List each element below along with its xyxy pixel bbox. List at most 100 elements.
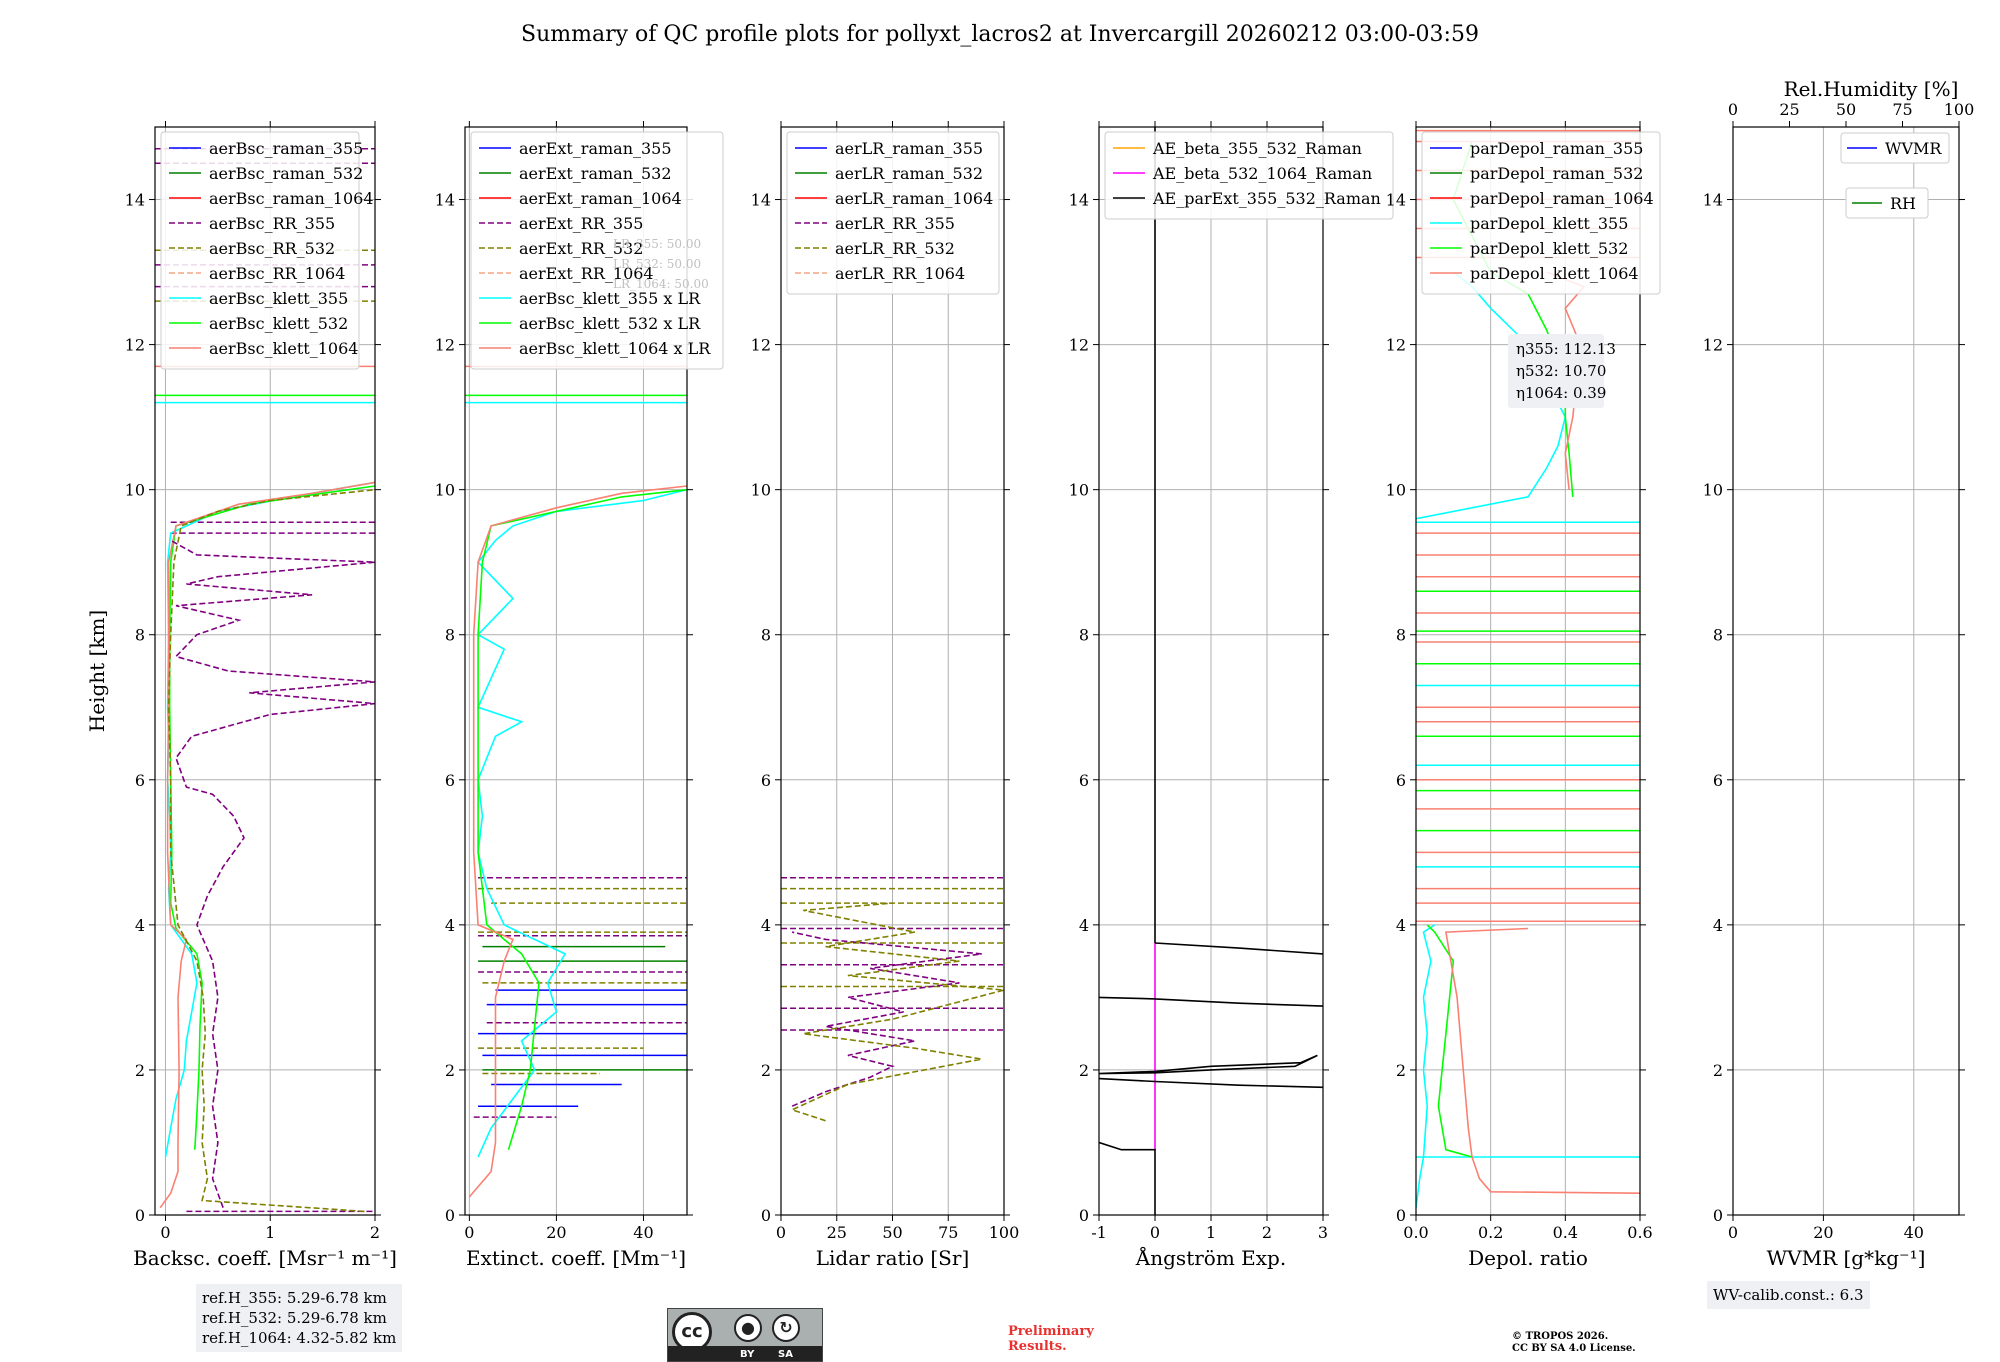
top-tick-label-wv: 0 xyxy=(1728,100,1738,119)
y-tick-label-wv: 0 xyxy=(1713,1206,1723,1225)
axes-frame-ext xyxy=(464,126,688,1216)
y-tick-label-bsc: 6 xyxy=(135,771,145,790)
y-tick-label-wv: 14 xyxy=(1703,191,1723,210)
legend-label-aerBsc_klett_1064 x LR: aerBsc_klett_1064 x LR xyxy=(519,339,711,358)
x-tick-label-lr: 75 xyxy=(938,1223,958,1242)
y-tick-label-wv: 10 xyxy=(1703,481,1723,500)
axes-frame-depol xyxy=(1415,126,1641,1216)
ref-height-1064: ref.H_1064: 4.32-5.82 km xyxy=(202,1329,397,1347)
legend-label-aerBsc_raman_1064: aerBsc_raman_1064 xyxy=(209,189,374,208)
axes-frame-wv xyxy=(1732,126,1960,1216)
y-tick-label-lr: 10 xyxy=(751,481,771,500)
series-aerBsc_klett_1064 x LR xyxy=(468,485,687,1198)
data-ext xyxy=(465,365,687,1198)
series-aerLR_RR_355 xyxy=(791,931,982,1107)
legend-label-aerLR_RR_532: aerLR_RR_532 xyxy=(835,239,955,258)
preliminary-note: Preliminary Results. xyxy=(1008,1324,1094,1354)
legend-box-bsc xyxy=(160,131,360,370)
ref-heights-box: ref.H_355: 5.29-6.78 km ref.H_532: 5.29-… xyxy=(196,1284,403,1352)
legend-label-parDepol_raman_355: parDepol_raman_355 xyxy=(1470,139,1643,158)
series-aerBsc_klett_532 x LR xyxy=(477,488,687,1150)
x-tick-label-ang: 1 xyxy=(1206,1223,1216,1242)
legend-label-AE_beta_355_532_Raman: AE_beta_355_532_Raman xyxy=(1152,139,1362,158)
legend-label-parDepol_klett_355: parDepol_klett_355 xyxy=(1470,214,1628,233)
legend-box-depol xyxy=(1421,131,1661,295)
x-tick-label-ext: 0 xyxy=(464,1223,474,1242)
x-tick-label-lr: 25 xyxy=(827,1223,847,1242)
x-tick-label-ext: 40 xyxy=(633,1223,653,1242)
x-tick-label-lr: 50 xyxy=(882,1223,902,1242)
legend-label-aerLR_RR_1064: aerLR_RR_1064 xyxy=(835,264,965,283)
y-tick-label-ang: 2 xyxy=(1079,1061,1089,1080)
lr-note-1: LR_532: 50.00 xyxy=(613,257,701,271)
legend-label-aerLR_RR_355: aerLR_RR_355 xyxy=(835,214,955,233)
series-parDepol_klett_1064 xyxy=(1444,927,1640,1194)
x-tick-label-ang: 3 xyxy=(1318,1223,1328,1242)
x-tick-label-wv: 40 xyxy=(1904,1223,1924,1242)
series-parDepol_klett_355 xyxy=(1416,924,1436,1208)
data-ang xyxy=(1099,127,1323,1215)
panel-ext: 0 20 40 0 2 4 6 8 10 12 14 Extinct. coeff. [Mm⁻¹] ae… xyxy=(435,121,724,1270)
y-tick-label-lr: 0 xyxy=(761,1206,771,1225)
x-tick-label-depol: 0.4 xyxy=(1553,1223,1578,1242)
y-tick-label-lr: 2 xyxy=(761,1061,771,1080)
cc-by-label: BY xyxy=(740,1349,755,1360)
y-tick-label-ang: 8 xyxy=(1079,626,1089,645)
legend-label-aerBsc_raman_355: aerBsc_raman_355 xyxy=(209,139,363,158)
y-tick-label-ext: 4 xyxy=(445,916,455,935)
x-axis-label-bsc: Backsc. coeff. [Msr⁻¹ m⁻¹] xyxy=(133,1246,397,1270)
legend-box-wv xyxy=(1840,132,1950,164)
top-tick-label-wv: 100 xyxy=(1944,100,1975,119)
y-tick-label-ang: 14 xyxy=(1069,191,1089,210)
y-tick-label-ext: 12 xyxy=(435,336,455,355)
y-axis-label: Height [km] xyxy=(85,610,109,732)
eta-line-0: η355: 112.13 xyxy=(1516,340,1616,358)
x-tick-label-wv: 0 xyxy=(1728,1223,1738,1242)
legend-label-AE_beta_532_1064_Raman: AE_beta_532_1064_Raman xyxy=(1152,164,1372,183)
legend-label-aerBsc_raman_532: aerBsc_raman_532 xyxy=(209,164,363,183)
preliminary-line-1: Preliminary xyxy=(1008,1324,1094,1339)
legend-label-aerBsc_klett_1064: aerBsc_klett_1064 xyxy=(209,339,358,358)
figure-title: Summary of QC profile plots for pollyxt_… xyxy=(521,22,1479,47)
legend-label-aerExt_raman_532: aerExt_raman_532 xyxy=(519,164,672,183)
series-AE_parExt_355_532_Raman xyxy=(1099,1077,1323,1089)
y-tick-label-depol: 8 xyxy=(1396,626,1406,645)
legend-label-aerLR_raman_1064: aerLR_raman_1064 xyxy=(835,189,993,208)
panel-depol: 0.0 0.2 0.4 0.6 0 2 4 6 8 10 12 14 Depol. ratio parDe… xyxy=(1386,121,1661,1270)
y-tick-label-lr: 4 xyxy=(761,916,771,935)
legend-label-aerExt_RR_532: aerExt_RR_532 xyxy=(519,239,643,258)
x-tick-label-depol: 0.6 xyxy=(1627,1223,1652,1242)
y-tick-label-ext: 2 xyxy=(445,1061,455,1080)
cc-sa-label: SA xyxy=(778,1349,793,1360)
x-axis-label-wv: WVMR [g*kg⁻¹] xyxy=(1767,1246,1926,1270)
data-lr xyxy=(781,876,1004,1122)
series-parDepol_klett_532 xyxy=(1426,924,1473,1158)
copyright-line-2: CC BY SA 4.0 License. xyxy=(1512,1343,1636,1354)
legend-label-aerExt_RR_355: aerExt_RR_355 xyxy=(519,214,643,233)
x-tick-label-bsc: 2 xyxy=(370,1223,380,1242)
legend-label-aerLR_raman_532: aerLR_raman_532 xyxy=(835,164,983,183)
axes-frame-bsc xyxy=(154,126,376,1216)
series-aerBsc_RR_355 xyxy=(170,539,375,1208)
panel-lr: 0 25 50 75 100 0 2 4 6 8 10 12 14 Lidar ratio [Sr] aer… xyxy=(751,121,1019,1270)
y-tick-label-bsc: 10 xyxy=(125,481,145,500)
legend-label-aerBsc_klett_532: aerBsc_klett_532 xyxy=(209,314,348,333)
series-AE_parExt_355_532_Raman xyxy=(1099,996,1323,1007)
y-tick-label-ang: 0 xyxy=(1079,1206,1089,1225)
y-tick-label-depol: 0 xyxy=(1396,1206,1406,1225)
cc-label-strip xyxy=(668,1346,822,1361)
y-tick-label-lr: 6 xyxy=(761,771,771,790)
legend-label-parDepol_raman_1064: parDepol_raman_1064 xyxy=(1470,189,1654,208)
y-tick-label-ext: 8 xyxy=(445,626,455,645)
y-tick-label-depol: 10 xyxy=(1386,481,1406,500)
y-tick-label-ang: 6 xyxy=(1079,771,1089,790)
top-axis-label-wv: Rel.Humidity [%] xyxy=(1784,77,1959,101)
y-tick-label-lr: 8 xyxy=(761,626,771,645)
y-tick-label-ext: 0 xyxy=(445,1206,455,1225)
legend-label-aerBsc_RR_532: aerBsc_RR_532 xyxy=(209,239,335,258)
x-tick-label-ext: 20 xyxy=(546,1223,566,1242)
x-axis-label-depol: Depol. ratio xyxy=(1468,1246,1588,1270)
ref-height-355: ref.H_355: 5.29-6.78 km xyxy=(202,1289,387,1307)
